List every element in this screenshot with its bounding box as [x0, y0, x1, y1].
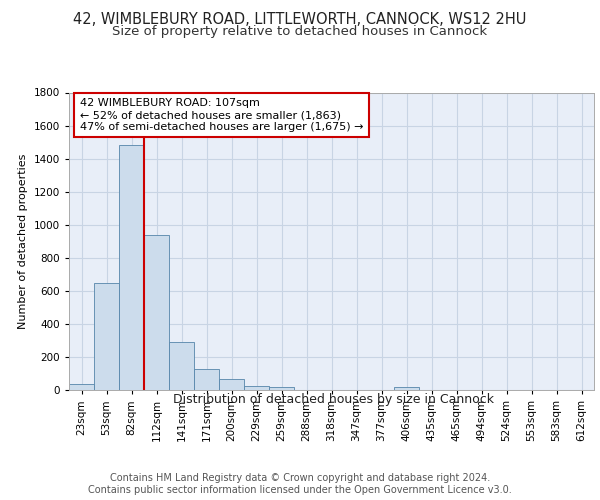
- Text: Distribution of detached houses by size in Cannock: Distribution of detached houses by size …: [173, 392, 494, 406]
- Bar: [194, 368, 219, 390]
- Bar: [119, 146, 144, 390]
- Text: 42 WIMBLEBURY ROAD: 107sqm
← 52% of detached houses are smaller (1,863)
47% of s: 42 WIMBLEBURY ROAD: 107sqm ← 52% of deta…: [79, 98, 363, 132]
- Bar: [94, 282, 119, 390]
- Bar: [244, 386, 269, 390]
- Bar: [169, 342, 194, 390]
- Y-axis label: Number of detached properties: Number of detached properties: [18, 154, 28, 329]
- Bar: [69, 384, 94, 390]
- Text: Contains HM Land Registry data © Crown copyright and database right 2024.
Contai: Contains HM Land Registry data © Crown c…: [88, 474, 512, 495]
- Text: 42, WIMBLEBURY ROAD, LITTLEWORTH, CANNOCK, WS12 2HU: 42, WIMBLEBURY ROAD, LITTLEWORTH, CANNOC…: [73, 12, 527, 28]
- Text: Size of property relative to detached houses in Cannock: Size of property relative to detached ho…: [112, 25, 488, 38]
- Bar: [269, 387, 294, 390]
- Bar: [219, 380, 244, 390]
- Bar: [394, 387, 419, 390]
- Bar: [144, 234, 169, 390]
